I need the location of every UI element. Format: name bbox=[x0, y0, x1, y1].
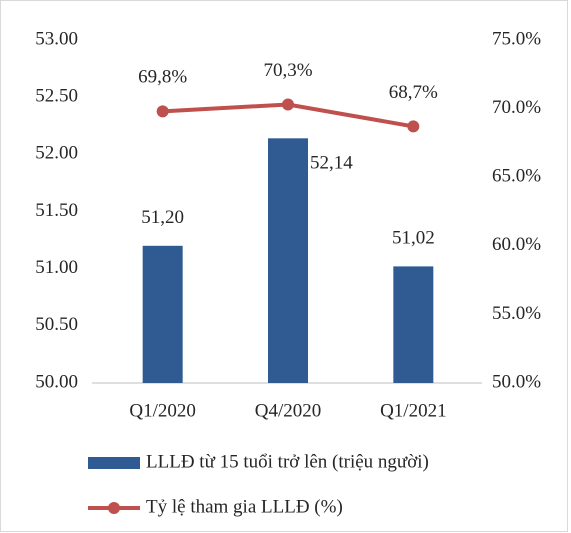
bar-value-label: 52,14 bbox=[310, 153, 353, 174]
legend-label: LLLĐ từ 15 tuổi trở lên (triệu người) bbox=[146, 451, 429, 472]
legend-marker bbox=[108, 502, 120, 514]
line-marker bbox=[156, 105, 169, 118]
bar bbox=[142, 245, 183, 383]
y2-tick-label: 65.0% bbox=[492, 166, 541, 187]
bar bbox=[393, 266, 434, 383]
line-value-label: 70,3% bbox=[263, 60, 312, 81]
y2-tick-label: 75.0% bbox=[492, 28, 541, 49]
bar bbox=[268, 138, 308, 383]
y-tick-label: 50.00 bbox=[35, 371, 78, 392]
y2-tick-label: 70.0% bbox=[492, 97, 541, 118]
bar-value-label: 51,20 bbox=[141, 207, 184, 228]
x-tick-label: Q1/2021 bbox=[380, 400, 447, 421]
y-tick-label: 51.00 bbox=[35, 257, 78, 278]
y-tick-label: 51.50 bbox=[35, 200, 78, 221]
y2-tick-label: 60.0% bbox=[492, 234, 541, 255]
y2-tick-label: 50.0% bbox=[492, 371, 541, 392]
legend-swatch bbox=[88, 457, 140, 469]
y-tick-label: 52.00 bbox=[35, 143, 78, 164]
x-tick-label: Q4/2020 bbox=[255, 400, 322, 421]
line-value-label: 68,7% bbox=[389, 82, 438, 103]
line-marker bbox=[282, 98, 294, 111]
line-marker bbox=[407, 120, 420, 133]
bar-value-label: 51,02 bbox=[392, 228, 435, 249]
line-value-label: 69,8% bbox=[138, 67, 187, 88]
y-tick-label: 52.50 bbox=[35, 86, 78, 107]
y-tick-label: 53.00 bbox=[35, 28, 78, 49]
y2-tick-label: 55.0% bbox=[492, 303, 541, 324]
legend-label: Tỷ lệ tham gia LLLĐ (%) bbox=[146, 496, 343, 517]
y-tick-label: 50.50 bbox=[35, 314, 78, 335]
x-tick-label: Q1/2020 bbox=[129, 400, 196, 421]
